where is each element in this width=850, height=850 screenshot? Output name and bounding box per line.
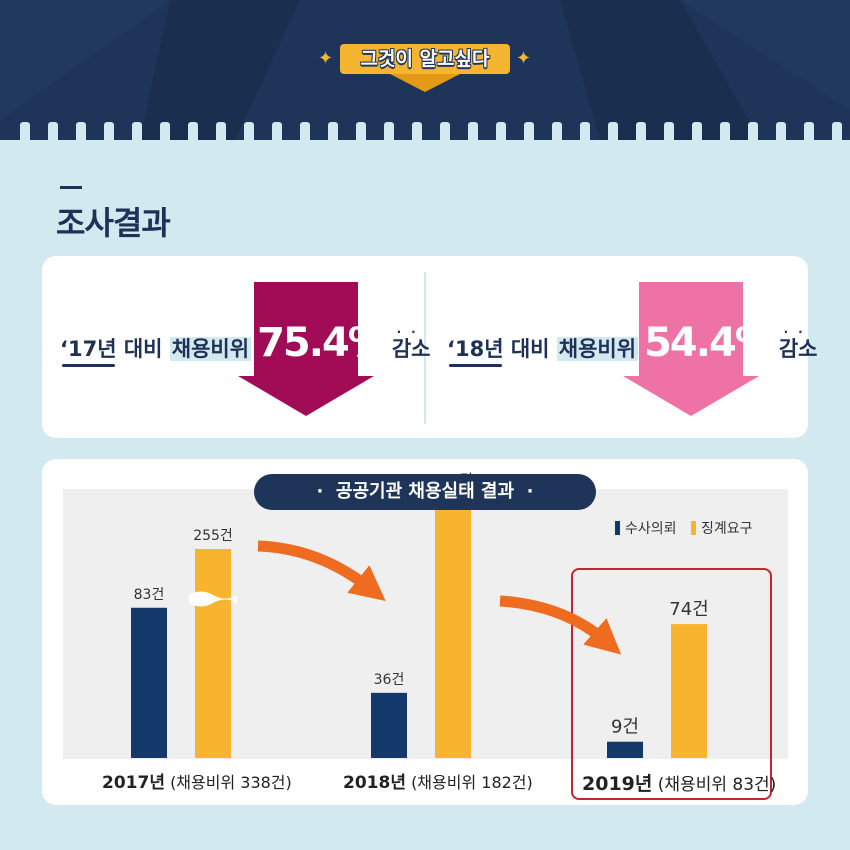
stat-text: 대비 xyxy=(510,337,550,361)
header-teeth xyxy=(20,122,842,142)
header-tooth xyxy=(132,122,142,142)
header-tooth xyxy=(440,122,450,142)
title-badge: 그것이 알고싶다 ✦ ✦ xyxy=(318,38,532,100)
header-tooth xyxy=(20,122,30,142)
bar-징계요구-2018년 xyxy=(435,493,471,758)
page-title: 그것이 알고싶다 xyxy=(340,44,510,74)
header-tooth xyxy=(524,122,534,142)
stat-2017: ‘17년 대비 채용비위 75.4% ·· 감소 xyxy=(60,320,431,367)
bar-징계요구-2017년 xyxy=(195,549,231,758)
header-tooth xyxy=(468,122,478,142)
header-tooth xyxy=(104,122,114,142)
header-tooth xyxy=(76,122,86,142)
header-tooth xyxy=(832,122,842,142)
header-tooth xyxy=(216,122,226,142)
stat-suffix: ·· 감소 xyxy=(778,325,818,361)
header-tooth xyxy=(636,122,646,142)
highlight-2019-box xyxy=(571,568,772,800)
section-title: 조사결과 xyxy=(56,186,171,244)
title-banner-tip xyxy=(390,74,460,92)
bar-수사의뢰-2018년 xyxy=(371,692,407,758)
legend-item: 수사의뢰 xyxy=(615,521,677,537)
header-tooth xyxy=(776,122,786,142)
header-tooth xyxy=(580,122,590,142)
header-tooth xyxy=(804,122,814,142)
trend-arrow-icon xyxy=(257,540,386,602)
header-tooth xyxy=(748,122,758,142)
header-tooth xyxy=(412,122,422,142)
down-arrow-icon xyxy=(238,282,374,416)
header-tooth xyxy=(384,122,394,142)
stat-percent: 54.4% xyxy=(644,320,775,366)
down-arrow-icon xyxy=(623,282,759,416)
card-divider xyxy=(424,272,426,424)
chart-title: · 공공기관 채용실태 결과 · xyxy=(254,474,596,510)
stat-percent: 75.4% xyxy=(257,320,388,366)
header-tooth xyxy=(300,122,310,142)
header-tooth xyxy=(552,122,562,142)
data-label: 74건 xyxy=(669,599,708,620)
x-axis-label: 2019년 (채용비위 83건) xyxy=(582,773,777,795)
axis-break-mark xyxy=(189,591,237,607)
data-label: 255건 xyxy=(193,528,233,544)
header-tooth xyxy=(244,122,254,142)
data-label: 36건 xyxy=(374,672,405,688)
trend-arrow-icon xyxy=(499,595,622,655)
stat-text: 대비 xyxy=(123,337,163,361)
data-label: 83건 xyxy=(134,587,165,603)
chart-title-text: 공공기관 채용실태 결과 xyxy=(335,481,515,502)
header-tooth xyxy=(692,122,702,142)
title-accent xyxy=(60,186,82,189)
header-tooth xyxy=(608,122,618,142)
bar-수사의뢰-2019년 xyxy=(607,741,643,758)
legend-item: 징계요구 xyxy=(690,521,753,537)
header-tooth xyxy=(664,122,674,142)
header-tooth xyxy=(356,122,366,142)
section-title-text: 조사결과 xyxy=(56,204,171,242)
x-axis-label: 2017년 (채용비위 338건) xyxy=(102,773,292,793)
stat-year: ‘17년 xyxy=(60,337,117,367)
x-axis-label: 2018년 (채용비위 182건) xyxy=(343,773,533,793)
header-tooth xyxy=(272,122,282,142)
chart-plot-area xyxy=(63,489,788,759)
stat-2018: ‘18년 대비 채용비위 54.4% ·· 감소 xyxy=(447,320,818,367)
header-tooth xyxy=(328,122,338,142)
header-tooth xyxy=(496,122,506,142)
sparkle-icon: ✦ xyxy=(516,48,532,69)
sparkle-icon: ✦ xyxy=(318,48,334,69)
header-pattern xyxy=(0,0,850,140)
data-label: 9건 xyxy=(611,717,639,738)
header-tooth xyxy=(160,122,170,142)
chart-legend: 수사의뢰 징계요구 xyxy=(615,518,753,538)
stat-highlight: 채용비위 xyxy=(169,337,252,361)
header-tooth xyxy=(188,122,198,142)
bar-징계요구-2019년 xyxy=(671,624,707,758)
stat-highlight: 채용비위 xyxy=(556,337,639,361)
bar-수사의뢰-2017년 xyxy=(131,607,167,758)
header-tooth xyxy=(720,122,730,142)
header-tooth xyxy=(48,122,58,142)
stat-year: ‘18년 xyxy=(447,337,504,367)
header-banner xyxy=(0,0,850,140)
stat-suffix: ·· 감소 xyxy=(391,325,431,361)
